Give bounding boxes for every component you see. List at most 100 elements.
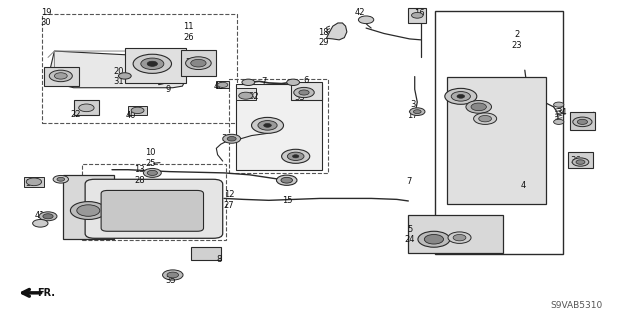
Text: 33: 33 xyxy=(294,93,305,102)
Text: 14: 14 xyxy=(575,119,585,128)
Circle shape xyxy=(479,115,492,122)
Circle shape xyxy=(264,123,271,127)
Circle shape xyxy=(33,219,48,227)
Circle shape xyxy=(147,170,157,175)
Text: 39: 39 xyxy=(259,121,269,130)
Bar xyxy=(42,14,237,123)
Circle shape xyxy=(77,205,100,216)
Text: 37: 37 xyxy=(26,179,36,188)
Circle shape xyxy=(141,58,164,70)
Circle shape xyxy=(294,87,314,98)
Text: 1: 1 xyxy=(61,175,66,184)
Bar xyxy=(229,79,328,173)
Text: FR.: FR. xyxy=(37,288,55,298)
Bar xyxy=(216,81,229,88)
Text: 7: 7 xyxy=(406,177,412,186)
Circle shape xyxy=(191,59,206,67)
Bar xyxy=(82,164,226,240)
Text: 13
28: 13 28 xyxy=(134,165,145,184)
Circle shape xyxy=(26,178,42,186)
Bar xyxy=(125,48,186,83)
Circle shape xyxy=(451,92,470,101)
Circle shape xyxy=(118,73,131,79)
Circle shape xyxy=(186,57,211,70)
Text: 35: 35 xyxy=(166,276,176,285)
Circle shape xyxy=(258,121,277,130)
Circle shape xyxy=(39,212,57,221)
Bar xyxy=(128,106,147,115)
Circle shape xyxy=(218,82,228,87)
Text: 22: 22 xyxy=(70,110,81,119)
Text: 41: 41 xyxy=(35,211,45,220)
Circle shape xyxy=(281,177,292,183)
Bar xyxy=(570,112,595,130)
Circle shape xyxy=(466,100,492,113)
Text: 36: 36 xyxy=(571,156,581,165)
Text: 7: 7 xyxy=(262,77,267,86)
Circle shape xyxy=(412,12,423,18)
Polygon shape xyxy=(48,51,186,88)
Text: 21: 21 xyxy=(186,58,196,67)
Text: 11
26: 11 26 xyxy=(184,22,194,41)
Text: 2
23: 2 23 xyxy=(512,30,522,49)
Bar xyxy=(447,77,546,204)
Text: 34: 34 xyxy=(557,108,567,117)
Circle shape xyxy=(131,107,144,114)
Text: 8: 8 xyxy=(216,255,221,263)
Circle shape xyxy=(292,155,299,158)
Circle shape xyxy=(282,149,310,163)
Bar xyxy=(408,215,503,253)
Circle shape xyxy=(554,119,564,124)
Circle shape xyxy=(287,79,300,85)
Text: 19
30: 19 30 xyxy=(41,8,51,27)
Bar xyxy=(74,100,99,115)
Circle shape xyxy=(223,134,241,143)
Circle shape xyxy=(554,102,564,107)
Circle shape xyxy=(474,113,497,124)
Text: 10
25: 10 25 xyxy=(145,148,156,167)
Text: 3
17: 3 17 xyxy=(408,100,418,120)
Text: 40: 40 xyxy=(214,82,224,91)
Circle shape xyxy=(573,117,592,127)
Text: 32: 32 xyxy=(249,92,259,101)
Text: 38: 38 xyxy=(289,152,299,161)
Circle shape xyxy=(471,103,486,111)
Circle shape xyxy=(252,117,284,133)
Bar xyxy=(44,67,79,86)
Circle shape xyxy=(453,234,466,241)
Circle shape xyxy=(358,16,374,24)
Circle shape xyxy=(242,79,255,85)
Circle shape xyxy=(53,175,68,183)
Polygon shape xyxy=(326,23,347,40)
Bar xyxy=(435,11,563,254)
Bar xyxy=(408,8,426,23)
Circle shape xyxy=(239,92,253,99)
Circle shape xyxy=(70,202,106,219)
FancyBboxPatch shape xyxy=(101,190,204,231)
Text: 18
29: 18 29 xyxy=(318,28,328,47)
Circle shape xyxy=(287,152,304,160)
Text: 6: 6 xyxy=(303,76,308,85)
Text: 5
24: 5 24 xyxy=(404,225,415,244)
Circle shape xyxy=(49,70,72,82)
Bar xyxy=(291,82,322,100)
Circle shape xyxy=(572,158,589,166)
Text: 38: 38 xyxy=(221,134,232,143)
Bar xyxy=(236,88,256,100)
Bar xyxy=(236,84,322,170)
Text: 42: 42 xyxy=(355,8,365,17)
Text: 4: 4 xyxy=(521,181,526,190)
Circle shape xyxy=(413,110,421,114)
Bar xyxy=(63,175,114,239)
Text: S9VAB5310: S9VAB5310 xyxy=(550,301,603,310)
Circle shape xyxy=(143,168,161,177)
Text: 16: 16 xyxy=(414,9,424,18)
Bar xyxy=(24,177,44,187)
Bar xyxy=(191,247,221,260)
Bar xyxy=(181,50,216,76)
Circle shape xyxy=(276,175,297,185)
Circle shape xyxy=(227,137,236,141)
Circle shape xyxy=(418,231,450,247)
Bar xyxy=(568,152,593,168)
Circle shape xyxy=(576,160,585,164)
